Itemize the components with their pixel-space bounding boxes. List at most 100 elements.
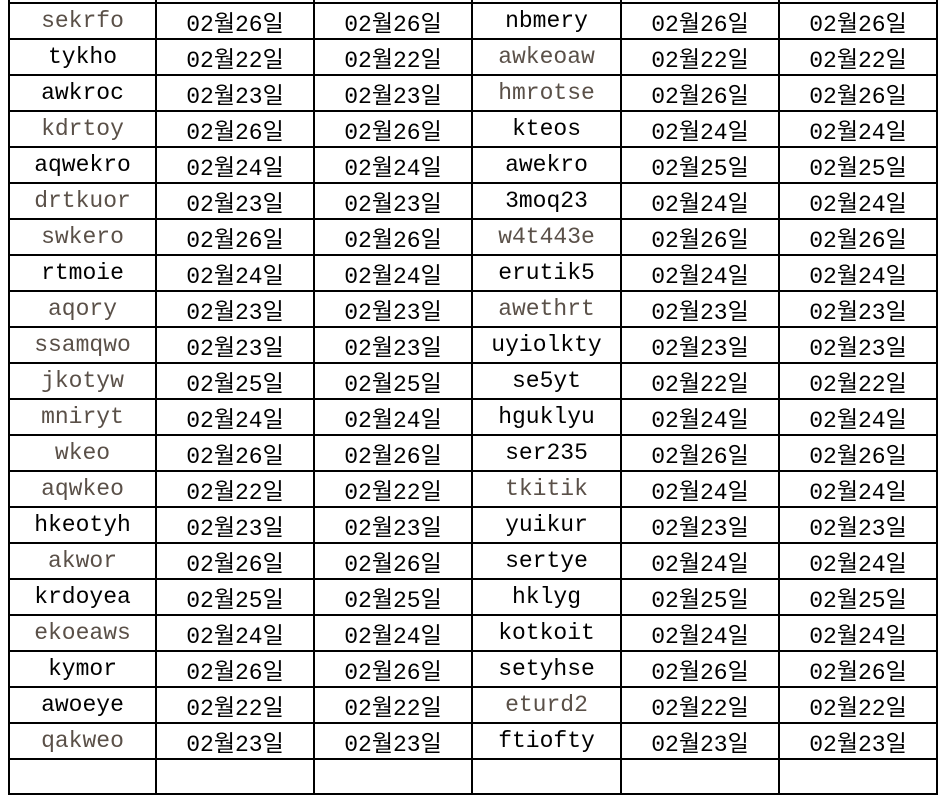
name-cell[interactable]: ser235 <box>471 434 622 472</box>
name-cell[interactable]: ftiofty <box>471 722 622 760</box>
date-cell[interactable]: 02월23일 <box>778 722 938 760</box>
date-cell[interactable]: 02월26일 <box>778 218 938 256</box>
name-cell[interactable]: erutik5 <box>471 254 622 292</box>
date-cell[interactable]: 02월25일 <box>620 578 780 616</box>
date-cell[interactable]: 02월23일 <box>155 74 315 112</box>
date-cell[interactable]: 02월26일 <box>155 218 315 256</box>
date-cell[interactable]: 02월24일 <box>155 614 315 652</box>
name-cell[interactable]: yuikur <box>471 506 622 544</box>
date-cell[interactable]: 02월22일 <box>778 38 938 76</box>
date-cell[interactable]: 02월25일 <box>313 362 473 400</box>
date-cell[interactable] <box>313 0 473 4</box>
name-cell[interactable]: aqory <box>8 290 157 328</box>
date-cell[interactable]: 02월23일 <box>313 290 473 328</box>
date-cell[interactable]: 02월22일 <box>778 362 938 400</box>
name-cell[interactable]: kotkoit <box>471 614 622 652</box>
date-cell[interactable] <box>155 758 315 795</box>
spreadsheet-grid[interactable]: sekrfo 02월26일 02월26일 nbmery 02월26일 02월26일 tykh… <box>8 0 938 795</box>
date-cell[interactable]: 02월26일 <box>155 542 315 580</box>
date-cell[interactable]: 02월23일 <box>313 506 473 544</box>
date-cell[interactable]: 02월24일 <box>620 182 780 220</box>
date-cell[interactable]: 02월26일 <box>155 434 315 472</box>
name-cell[interactable]: 3moq23 <box>471 182 622 220</box>
date-cell[interactable]: 02월24일 <box>620 614 780 652</box>
date-cell[interactable]: 02월26일 <box>620 74 780 112</box>
name-cell[interactable]: hguklyu <box>471 398 622 436</box>
date-cell[interactable]: 02월26일 <box>778 434 938 472</box>
name-cell[interactable]: akwor <box>8 542 157 580</box>
date-cell[interactable]: 02월24일 <box>155 398 315 436</box>
name-cell[interactable]: sertye <box>471 542 622 580</box>
date-cell[interactable] <box>620 758 780 795</box>
date-cell[interactable] <box>313 758 473 795</box>
date-cell[interactable]: 02월23일 <box>155 506 315 544</box>
date-cell[interactable]: 02월24일 <box>620 398 780 436</box>
date-cell[interactable]: 02월23일 <box>155 722 315 760</box>
name-cell[interactable]: krdoyea <box>8 578 157 616</box>
date-cell[interactable] <box>155 0 315 4</box>
name-cell[interactable]: rtmoie <box>8 254 157 292</box>
name-cell[interactable]: kdrtoy <box>8 110 157 148</box>
date-cell[interactable]: 02월23일 <box>155 182 315 220</box>
date-cell[interactable]: 02월23일 <box>620 722 780 760</box>
date-cell[interactable]: 02월22일 <box>620 362 780 400</box>
date-cell[interactable]: 02월24일 <box>620 254 780 292</box>
date-cell[interactable]: 02월26일 <box>620 650 780 688</box>
date-cell[interactable]: 02월26일 <box>620 2 780 40</box>
date-cell[interactable]: 02월23일 <box>313 722 473 760</box>
date-cell[interactable]: 02월24일 <box>778 182 938 220</box>
date-cell[interactable]: 02월25일 <box>155 362 315 400</box>
date-cell[interactable]: 02월26일 <box>313 218 473 256</box>
name-cell[interactable] <box>471 0 622 4</box>
date-cell[interactable]: 02월26일 <box>313 2 473 40</box>
name-cell[interactable]: awkroc <box>8 74 157 112</box>
name-cell[interactable]: qakweo <box>8 722 157 760</box>
date-cell[interactable] <box>620 0 780 4</box>
date-cell[interactable]: 02월23일 <box>778 326 938 364</box>
date-cell[interactable]: 02월23일 <box>313 74 473 112</box>
date-cell[interactable]: 02월24일 <box>778 398 938 436</box>
date-cell[interactable]: 02월24일 <box>313 398 473 436</box>
date-cell[interactable]: 02월22일 <box>155 686 315 724</box>
date-cell[interactable] <box>778 0 938 4</box>
name-cell[interactable]: swkero <box>8 218 157 256</box>
name-cell[interactable]: mniryt <box>8 398 157 436</box>
name-cell[interactable]: kteos <box>471 110 622 148</box>
date-cell[interactable] <box>778 758 938 795</box>
date-cell[interactable]: 02월26일 <box>155 110 315 148</box>
date-cell[interactable]: 02월26일 <box>778 74 938 112</box>
date-cell[interactable]: 02월26일 <box>313 110 473 148</box>
name-cell[interactable]: hklyg <box>471 578 622 616</box>
date-cell[interactable]: 02월23일 <box>155 326 315 364</box>
name-cell[interactable]: awekro <box>471 146 622 184</box>
date-cell[interactable]: 02월23일 <box>620 506 780 544</box>
name-cell[interactable]: awoeye <box>8 686 157 724</box>
date-cell[interactable]: 02월24일 <box>620 470 780 508</box>
name-cell[interactable]: se5yt <box>471 362 622 400</box>
name-cell[interactable]: aqwkeo <box>8 470 157 508</box>
date-cell[interactable]: 02월23일 <box>778 506 938 544</box>
date-cell[interactable]: 02월22일 <box>313 38 473 76</box>
date-cell[interactable]: 02월26일 <box>155 650 315 688</box>
name-cell[interactable]: hkeotyh <box>8 506 157 544</box>
date-cell[interactable]: 02월26일 <box>155 2 315 40</box>
name-cell[interactable]: tykho <box>8 38 157 76</box>
name-cell[interactable] <box>471 758 622 795</box>
date-cell[interactable]: 02월26일 <box>313 434 473 472</box>
date-cell[interactable]: 02월24일 <box>778 542 938 580</box>
date-cell[interactable]: 02월24일 <box>620 110 780 148</box>
date-cell[interactable]: 02월24일 <box>620 542 780 580</box>
date-cell[interactable]: 02월24일 <box>778 254 938 292</box>
name-cell[interactable]: uyiolkty <box>471 326 622 364</box>
date-cell[interactable]: 02월22일 <box>155 38 315 76</box>
date-cell[interactable]: 02월24일 <box>155 254 315 292</box>
name-cell[interactable]: w4t443e <box>471 218 622 256</box>
name-cell[interactable] <box>8 758 157 795</box>
name-cell[interactable]: eturd2 <box>471 686 622 724</box>
date-cell[interactable]: 02월23일 <box>313 182 473 220</box>
date-cell[interactable]: 02월22일 <box>620 38 780 76</box>
date-cell[interactable]: 02월26일 <box>620 434 780 472</box>
date-cell[interactable]: 02월24일 <box>778 614 938 652</box>
name-cell[interactable]: nbmery <box>471 2 622 40</box>
date-cell[interactable]: 02월25일 <box>778 578 938 616</box>
